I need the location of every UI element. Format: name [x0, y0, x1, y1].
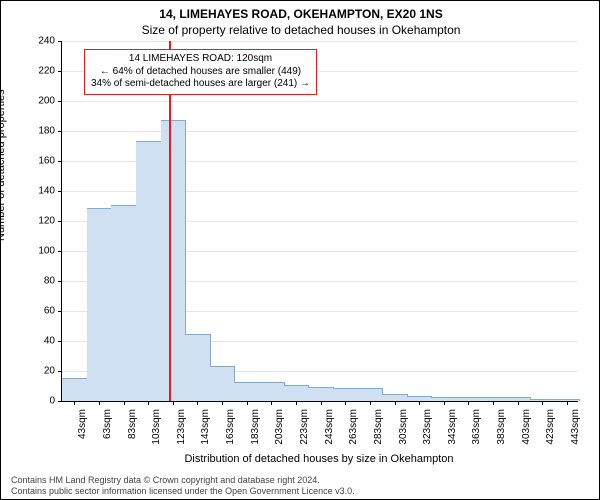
x-tick-mark — [74, 401, 75, 405]
histogram-bar — [161, 120, 187, 402]
x-tick-label: 283sqm — [373, 409, 384, 449]
x-tick-mark — [197, 401, 198, 405]
y-tick-mark — [58, 221, 62, 222]
y-tick-mark — [58, 191, 62, 192]
y-tick-label: 100 — [38, 246, 55, 257]
histogram-bar — [358, 388, 384, 401]
x-tick-label: 183sqm — [250, 409, 261, 449]
x-tick-mark — [518, 401, 519, 405]
histogram-bar — [382, 394, 408, 401]
x-tick-label: 43sqm — [77, 409, 88, 449]
x-tick-label: 243sqm — [324, 409, 335, 449]
x-tick-label: 83sqm — [127, 409, 138, 449]
plot-area: 14 LIMEHAYES ROAD: 120sqm ← 64% of detac… — [61, 41, 578, 402]
y-tick-mark — [58, 41, 62, 42]
y-tick-label: 140 — [38, 186, 55, 197]
annotation-box: 14 LIMEHAYES ROAD: 120sqm ← 64% of detac… — [84, 49, 317, 95]
x-tick-label: 303sqm — [398, 409, 409, 449]
y-tick-mark — [58, 311, 62, 312]
y-tick-mark — [58, 71, 62, 72]
x-tick-label: 263sqm — [348, 409, 359, 449]
y-tick-mark — [58, 131, 62, 132]
reference-vline — [169, 41, 171, 401]
x-tick-mark — [296, 401, 297, 405]
histogram-bar — [62, 378, 88, 402]
histogram-bar — [185, 334, 211, 401]
x-tick-mark — [444, 401, 445, 405]
y-tick-label: 40 — [44, 336, 55, 347]
footer-line2: Contains public sector information licen… — [11, 486, 593, 497]
x-tick-label: 103sqm — [151, 409, 162, 449]
y-tick-mark — [58, 341, 62, 342]
x-tick-mark — [567, 401, 568, 405]
y-tick-label: 220 — [38, 66, 55, 77]
y-tick-label: 80 — [44, 276, 55, 287]
x-tick-label: 163sqm — [225, 409, 236, 449]
x-tick-label: 203sqm — [274, 409, 285, 449]
histogram-bar — [259, 382, 285, 401]
histogram-bar — [234, 382, 260, 401]
x-tick-mark — [173, 401, 174, 405]
chart-title-main: 14, LIMEHAYES ROAD, OKEHAMPTON, EX20 1NS — [1, 7, 600, 21]
histogram-bar — [87, 208, 113, 401]
x-tick-mark — [271, 401, 272, 405]
x-tick-mark — [321, 401, 322, 405]
x-tick-mark — [542, 401, 543, 405]
footer-line1: Contains HM Land Registry data © Crown c… — [11, 475, 593, 486]
x-tick-mark — [99, 401, 100, 405]
figure-container: 14, LIMEHAYES ROAD, OKEHAMPTON, EX20 1NS… — [0, 0, 600, 500]
x-tick-mark — [395, 401, 396, 405]
gridline-h — [62, 41, 578, 42]
x-tick-mark — [345, 401, 346, 405]
y-axis-label: Number of detached properties — [0, 89, 7, 241]
annotation-line2: ← 64% of detached houses are smaller (44… — [91, 66, 310, 79]
y-tick-label: 120 — [38, 216, 55, 227]
x-tick-mark — [370, 401, 371, 405]
gridline-h — [62, 131, 578, 132]
y-tick-mark — [58, 281, 62, 282]
x-tick-label: 343sqm — [447, 409, 458, 449]
x-axis-label: Distribution of detached houses by size … — [61, 453, 577, 465]
y-tick-mark — [58, 161, 62, 162]
histogram-bar — [333, 388, 359, 401]
y-tick-label: 240 — [38, 36, 55, 47]
x-tick-mark — [493, 401, 494, 405]
x-tick-mark — [148, 401, 149, 405]
footer-attribution: Contains HM Land Registry data © Crown c… — [11, 475, 593, 497]
y-tick-mark — [58, 401, 62, 402]
annotation-line3: 34% of semi-detached houses are larger (… — [91, 78, 310, 91]
y-tick-mark — [58, 251, 62, 252]
x-tick-label: 63sqm — [102, 409, 113, 449]
x-tick-label: 143sqm — [200, 409, 211, 449]
annotation-line1: 14 LIMEHAYES ROAD: 120sqm — [91, 53, 310, 66]
y-tick-label: 180 — [38, 126, 55, 137]
x-tick-mark — [124, 401, 125, 405]
y-tick-label: 0 — [49, 396, 55, 407]
histogram-bar — [111, 205, 137, 401]
y-tick-label: 160 — [38, 156, 55, 167]
x-tick-mark — [222, 401, 223, 405]
histogram-bar — [136, 141, 162, 402]
histogram-bar — [210, 366, 236, 402]
x-tick-label: 363sqm — [471, 409, 482, 449]
x-tick-label: 423sqm — [545, 409, 556, 449]
x-tick-mark — [247, 401, 248, 405]
y-tick-mark — [58, 101, 62, 102]
histogram-bar — [284, 385, 310, 401]
y-tick-label: 20 — [44, 366, 55, 377]
y-tick-mark — [58, 371, 62, 372]
histogram-bar — [308, 387, 334, 402]
gridline-h — [62, 101, 578, 102]
y-tick-label: 200 — [38, 96, 55, 107]
x-tick-mark — [419, 401, 420, 405]
x-tick-label: 443sqm — [570, 409, 581, 449]
x-tick-mark — [468, 401, 469, 405]
chart-title-sub: Size of property relative to detached ho… — [1, 23, 600, 37]
x-tick-label: 383sqm — [496, 409, 507, 449]
x-tick-label: 123sqm — [176, 409, 187, 449]
x-tick-label: 403sqm — [521, 409, 532, 449]
y-tick-label: 60 — [44, 306, 55, 317]
x-tick-label: 323sqm — [422, 409, 433, 449]
x-tick-label: 223sqm — [299, 409, 310, 449]
